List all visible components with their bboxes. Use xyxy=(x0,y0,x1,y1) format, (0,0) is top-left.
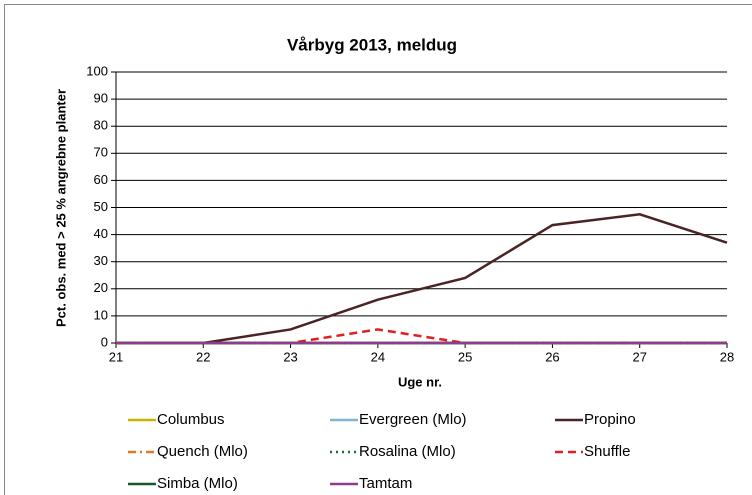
legend-text: Shuffle xyxy=(584,443,630,460)
y-tick-label: 60 xyxy=(94,172,108,187)
x-tick-label: 24 xyxy=(371,349,385,364)
legend-text: Columbus xyxy=(157,411,225,428)
y-tick-label: 0 xyxy=(101,334,108,349)
legend-text: Tamtam xyxy=(359,475,412,492)
legend-text: Simba (Mlo) xyxy=(157,475,238,492)
y-tick-label: 10 xyxy=(94,307,108,322)
x-tick-label: 28 xyxy=(720,349,734,364)
x-axis-label: Uge nr. xyxy=(398,374,442,389)
y-tick-label: 30 xyxy=(94,253,108,268)
x-tick-label: 21 xyxy=(109,349,123,364)
y-tick-label: 100 xyxy=(86,63,108,78)
y-tick-label: 90 xyxy=(94,91,108,106)
chart-frame xyxy=(4,4,752,495)
series-line xyxy=(116,213,728,345)
y-tick-label: 20 xyxy=(94,280,108,295)
x-tick-label: 25 xyxy=(458,349,472,364)
chart-title: Vårbyg 2013, meldug xyxy=(287,35,457,54)
x-tick-label: 22 xyxy=(196,349,210,364)
legend-text: Propino xyxy=(584,411,636,428)
x-tick-label: 26 xyxy=(545,349,559,364)
y-tick-label: 70 xyxy=(94,145,108,160)
x-tick-label: 27 xyxy=(632,349,646,364)
y-tick-label: 80 xyxy=(94,118,108,133)
y-axis-label: Pct. obs. med > 25 % angrebne planter xyxy=(53,89,68,327)
y-tick-label: 50 xyxy=(94,199,108,214)
legend-text: Rosalina (Mlo) xyxy=(359,443,456,460)
x-tick-label: 23 xyxy=(283,349,297,364)
legend-text: Quench (Mlo) xyxy=(157,443,248,460)
legend-text: Evergreen (Mlo) xyxy=(359,411,467,428)
y-tick-label: 40 xyxy=(94,226,108,241)
